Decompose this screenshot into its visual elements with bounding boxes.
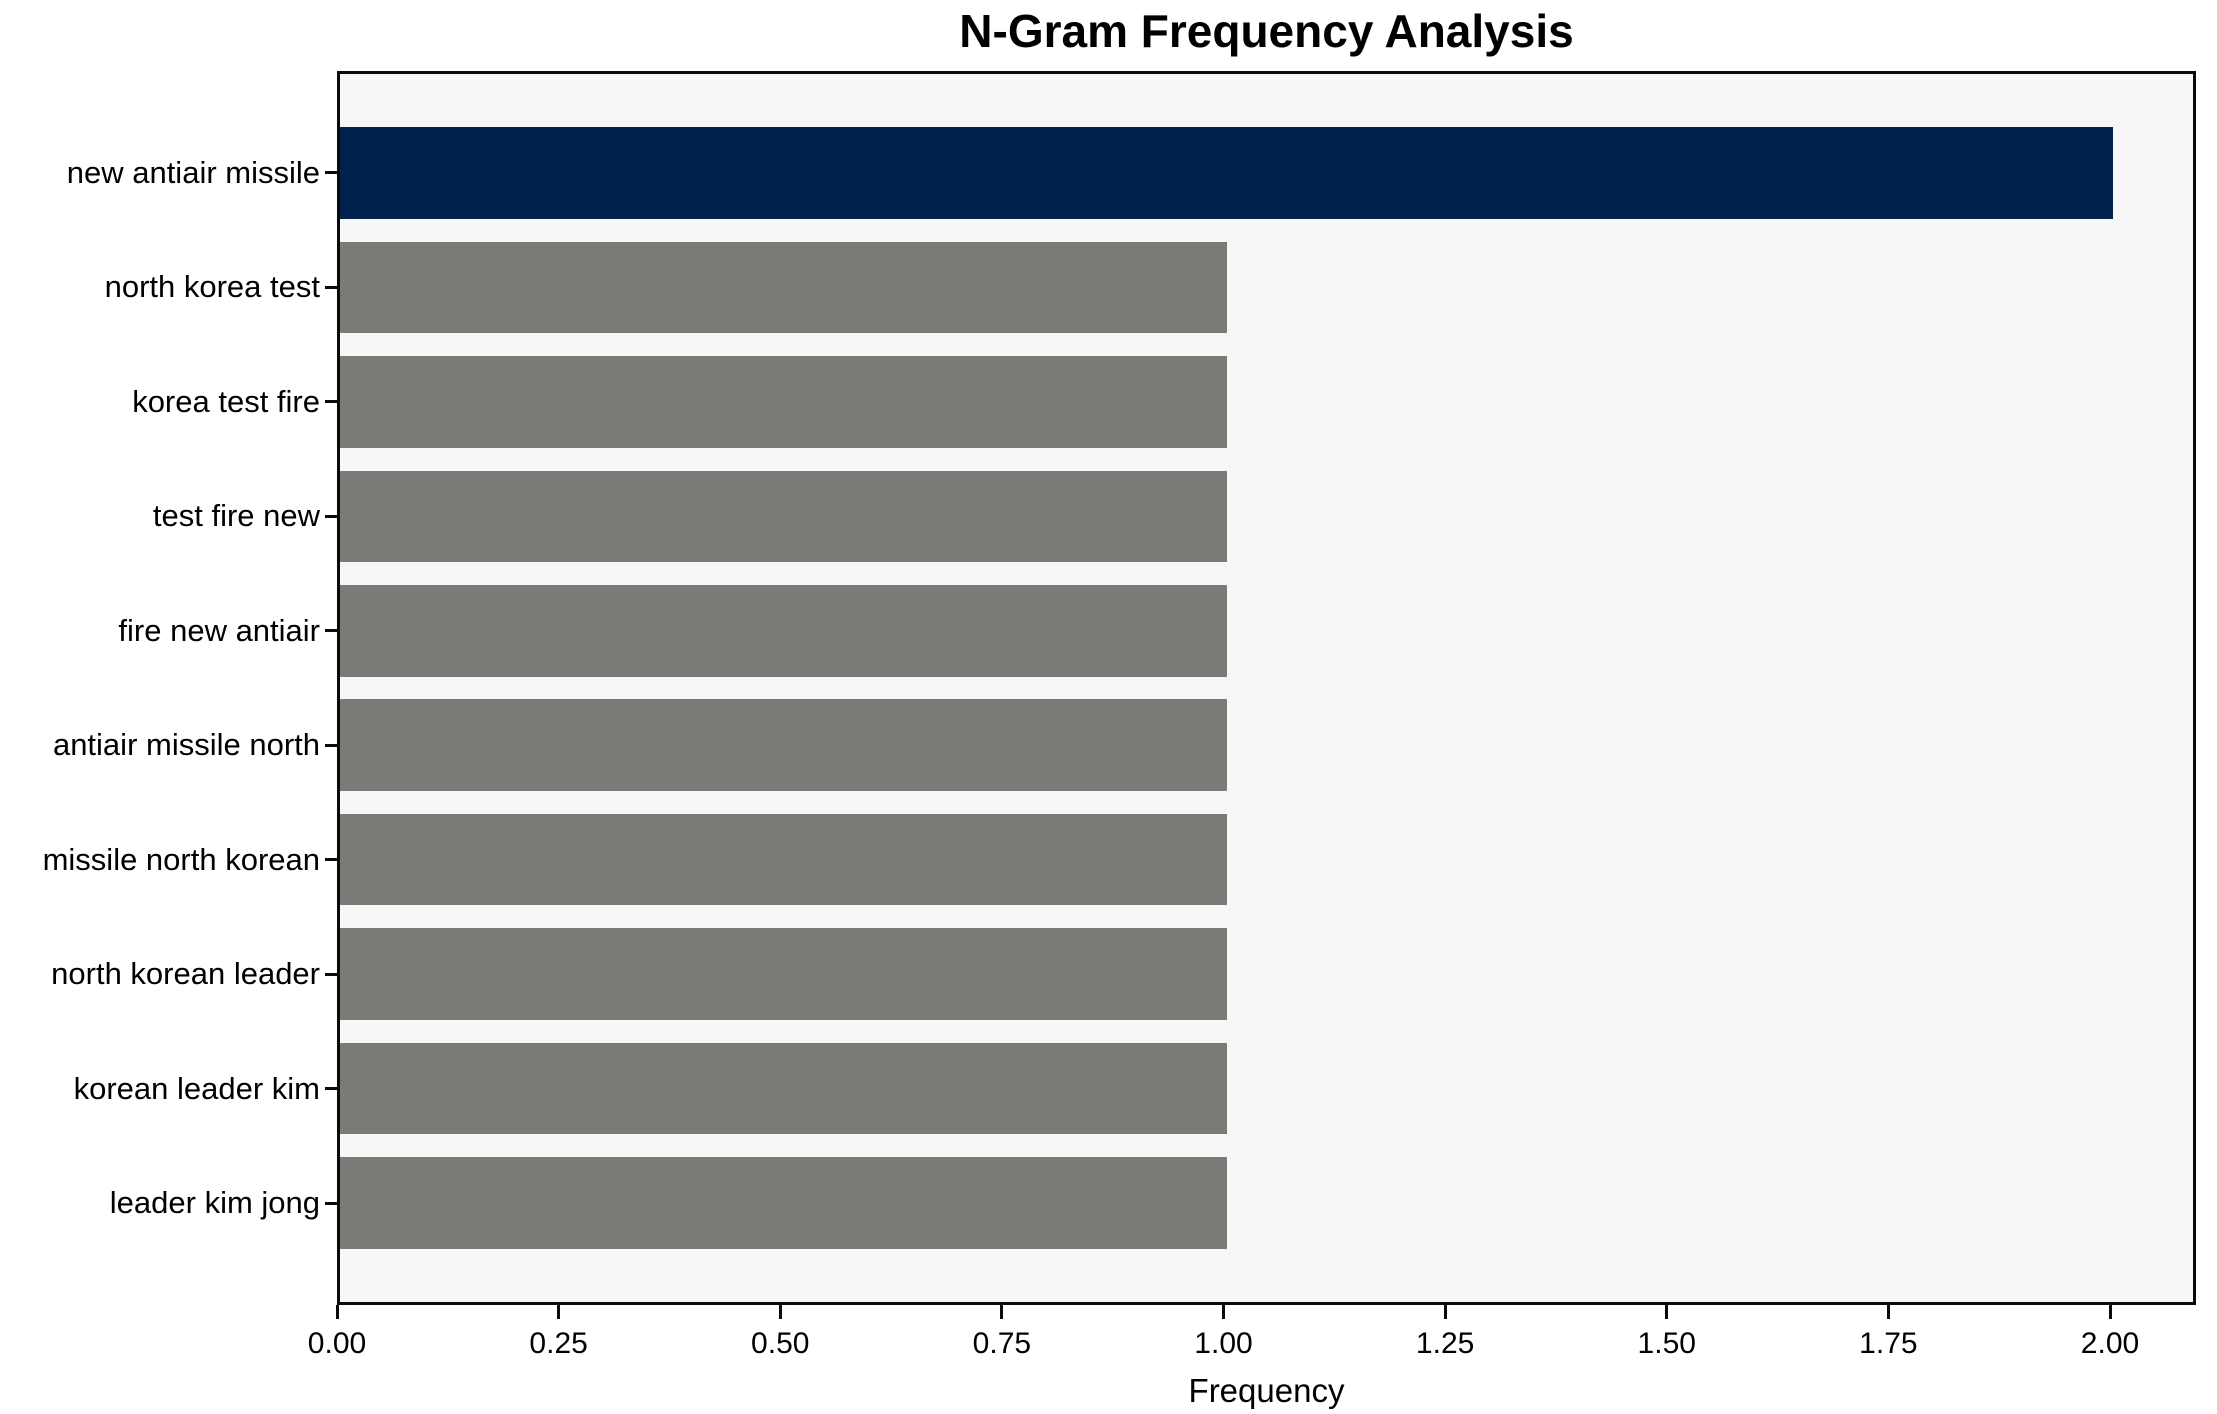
y-tick-mark [325,1201,337,1205]
x-tick-label: 1.00 [1194,1327,1253,1360]
y-tick-label: missile north korean [42,841,320,877]
chart-title: N-Gram Frequency Analysis [959,5,1574,57]
x-tick-mark [1222,1305,1225,1319]
y-tick-mark [325,972,337,976]
y-tick-label: korea test fire [132,383,320,419]
x-axis-label: Frequency [1188,1372,1345,1409]
bar [340,1042,1227,1135]
x-tick-label: 0.25 [529,1327,588,1360]
y-tick-label: antiair missile north [52,727,320,763]
x-tick-mark [1886,1305,1890,1319]
x-tick-label: 0.75 [972,1327,1032,1360]
bar [340,356,1227,448]
y-tick-mark [325,1087,337,1091]
x-tick-mark [557,1305,561,1319]
bar [340,470,1227,563]
x-tick-mark [1000,1305,1004,1319]
y-tick-mark [325,743,337,747]
y-tick-mark [325,514,337,518]
bar [340,241,1227,334]
x-tick-label: 0.50 [751,1327,810,1360]
bar [340,928,1227,1020]
x-tick-label: 1.75 [1859,1327,1918,1360]
x-tick-label: 0.00 [307,1327,367,1360]
bar [340,699,1227,791]
bar [340,1157,1227,1249]
y-tick-label: north korean leader [51,956,320,992]
x-tick-mark [335,1305,339,1319]
y-tick-label: korean leader kim [73,1070,320,1106]
x-tick-label: 1.25 [1415,1327,1475,1360]
x-tick-mark [778,1305,782,1319]
y-tick-label: leader kim jong [109,1185,320,1221]
y-tick-label: north korea test [104,269,320,305]
y-tick-label: new antiair missile [66,154,320,190]
y-tick-mark [325,400,337,404]
bar [340,584,1227,677]
x-tick-mark [2108,1305,2112,1319]
y-tick-mark [325,171,337,175]
y-tick-label: test fire new [152,498,320,534]
plot-area [337,71,2196,1305]
y-tick-mark [325,629,337,633]
x-tick-mark [1443,1305,1447,1319]
bar [340,127,2113,219]
y-tick-mark [325,858,337,862]
y-tick-label: fire new antiair [118,612,320,648]
bar [340,813,1227,906]
x-tick-label: 2.00 [2080,1327,2140,1360]
x-tick-mark [1665,1305,1669,1319]
y-tick-mark [325,285,337,289]
x-tick-label: 1.50 [1637,1327,1696,1360]
